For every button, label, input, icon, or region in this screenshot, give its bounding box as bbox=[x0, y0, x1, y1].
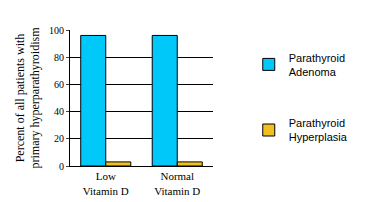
svg-text:ParathyroidHyperplasia: ParathyroidHyperplasia bbox=[289, 117, 348, 143]
svg-text:Percent of all patients withpr: Percent of all patients withprimary hype… bbox=[13, 27, 43, 169]
svg-text:100: 100 bbox=[49, 25, 64, 36]
svg-text:0: 0 bbox=[59, 161, 64, 172]
svg-text:60: 60 bbox=[54, 79, 64, 90]
svg-text:ParathyroidAdenoma: ParathyroidAdenoma bbox=[289, 52, 345, 78]
svg-text:40: 40 bbox=[54, 106, 64, 117]
svg-text:LowVitamin D: LowVitamin D bbox=[83, 170, 129, 196]
svg-text:NormalVitamin D: NormalVitamin D bbox=[154, 170, 200, 196]
svg-text:20: 20 bbox=[54, 133, 64, 144]
svg-text:80: 80 bbox=[54, 52, 64, 63]
